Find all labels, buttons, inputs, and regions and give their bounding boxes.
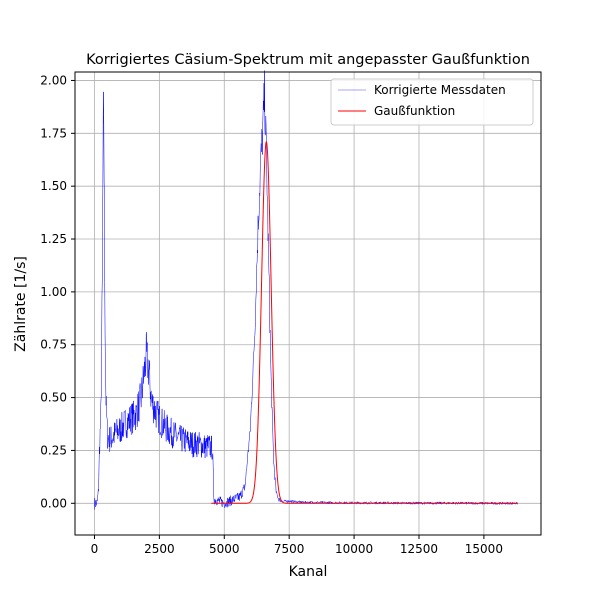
y-tick-label: 1.75 [40,126,67,140]
y-tick-label: 0.75 [40,338,67,352]
y-tick-label: 2.00 [40,73,67,87]
x-tick-label: 7500 [274,542,305,556]
x-tick-label: 10000 [335,542,373,556]
grid-layer [75,72,541,535]
x-tick-label: 5000 [209,542,240,556]
x-tick-label: 0 [91,542,99,556]
y-tick-label: 0.00 [40,496,67,510]
series-line-messdaten [94,70,518,510]
x-tick-label: 2500 [144,542,175,556]
x-tick-label: 12500 [400,542,438,556]
y-axis-label: Zählrate [1/s] [13,256,29,352]
x-tick-label: 15000 [465,542,503,556]
legend-box [330,78,534,126]
y-tick-label: 1.00 [40,285,67,299]
series-layer [94,70,518,510]
x-axis-label: Kanal [289,564,328,580]
legend-label-gauss: Gaußfunktion [374,104,455,118]
legend: Korrigierte Messdaten Gaußfunktion [330,78,534,126]
legend-label-messdaten: Korrigierte Messdaten [374,83,506,97]
plot-frame [74,71,542,536]
y-tick-label: 1.50 [40,179,67,193]
chart-title: Korrigiertes Cäsium-Spektrum mit angepas… [86,52,530,68]
y-tick-label: 0.25 [40,443,67,457]
ticks-layer: 0 2500 5000 7500 10000 12500 15000 0.00 0.25 0.50… [40,73,503,556]
series-line-gauss [211,140,518,504]
y-tick-label: 0.50 [40,391,67,405]
y-tick-label: 1.25 [40,232,67,246]
